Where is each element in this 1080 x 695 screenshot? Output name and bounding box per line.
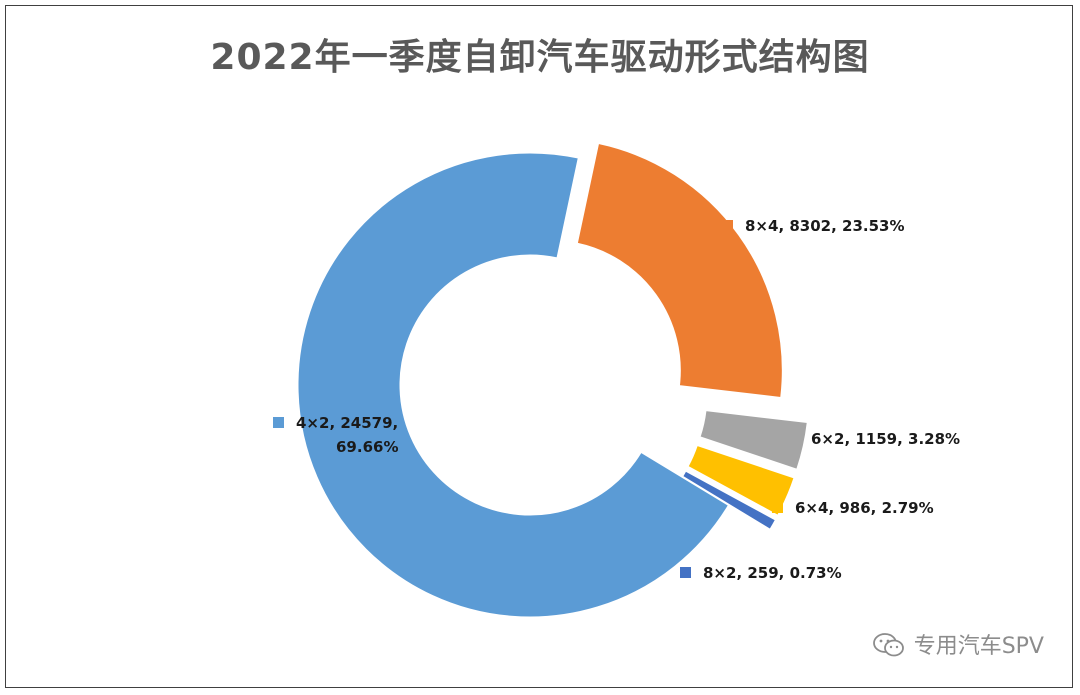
- label-4x2-text-2: 69.66%: [336, 438, 399, 456]
- swatch-8x4: [722, 220, 733, 231]
- swatch-6x2: [788, 433, 799, 444]
- watermark: 专用汽车SPV: [872, 628, 1044, 665]
- label-4x2-line2: 69.66%: [336, 436, 398, 458]
- label-6x2-text: 6×2, 1159, 3.28%: [811, 430, 961, 448]
- label-6x4-text: 6×4, 986, 2.79%: [795, 499, 934, 517]
- swatch-6x4: [772, 502, 783, 513]
- label-4x2: 4×2, 24579,: [273, 412, 398, 434]
- label-8x2: 8×2, 259, 0.73%: [680, 562, 842, 584]
- slice-6x4: [687, 444, 795, 516]
- label-4x2-text-1: 4×2, 24579,: [296, 414, 399, 432]
- swatch-8x2: [680, 567, 691, 578]
- slice-8x2: [682, 470, 777, 530]
- label-8x4-text: 8×4, 8302, 23.53%: [745, 217, 905, 235]
- wechat-icon: [872, 631, 906, 665]
- slice-4x2: [297, 152, 730, 618]
- swatch-4x2: [273, 417, 284, 428]
- label-6x2: 6×2, 1159, 3.28%: [788, 428, 960, 450]
- label-8x2-text: 8×2, 259, 0.73%: [703, 564, 842, 582]
- watermark-text: 专用汽车SPV: [913, 634, 1044, 659]
- chart-title: 2022年一季度自卸汽车驱动形式结构图: [210, 37, 870, 78]
- slice-8x4: [576, 142, 783, 399]
- label-8x4: 8×4, 8302, 23.53%: [722, 215, 905, 237]
- slice-6x2: [699, 410, 808, 470]
- label-6x4: 6×4, 986, 2.79%: [772, 497, 934, 519]
